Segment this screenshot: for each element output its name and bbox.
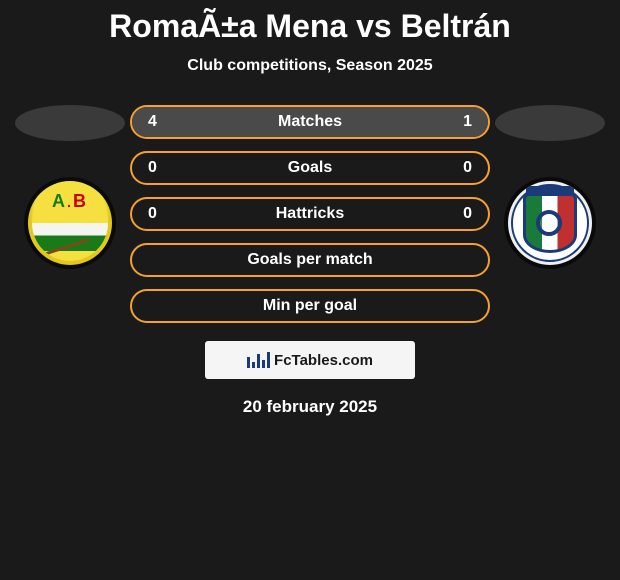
player-photo-placeholder-right	[495, 105, 605, 141]
club-badge-left-letter-a: A	[52, 191, 67, 211]
brand-bar	[257, 354, 260, 368]
club-badge-right-stars: ★ ★ ★	[513, 177, 587, 183]
brand-text: FcTables.com	[274, 352, 373, 369]
stat-value-left: 0	[148, 159, 157, 177]
brand-bar	[252, 362, 255, 368]
right-column: ★ ★ ★	[490, 105, 610, 269]
left-column: A.B	[10, 105, 130, 269]
club-badge-right-shield	[523, 193, 577, 253]
stat-value-right: 0	[463, 159, 472, 177]
club-badge-left-letter-b: B	[73, 191, 88, 211]
brand-bars-icon	[247, 352, 270, 368]
player-photo-placeholder-left	[15, 105, 125, 141]
stat-row: 4 Matches 1	[130, 105, 490, 139]
club-badge-left-inner: A.B	[32, 185, 108, 261]
subtitle: Club competitions, Season 2025	[0, 57, 620, 75]
stat-row: 0 Goals 0	[130, 151, 490, 185]
stat-label: Hattricks	[276, 205, 344, 223]
club-badge-left[interactable]: A.B	[24, 177, 116, 269]
stat-label: Goals	[288, 159, 332, 177]
comparison-card: RomaÃ±a Mena vs Beltrán Club competition…	[0, 0, 620, 580]
stat-label: Matches	[278, 113, 342, 131]
page-title: RomaÃ±a Mena vs Beltrán	[0, 8, 620, 45]
brand-bar	[247, 357, 250, 368]
stat-row: 0 Hattricks 0	[130, 197, 490, 231]
brand-bar	[267, 352, 270, 368]
stat-value-right: 1	[463, 113, 472, 131]
club-badge-right-ring	[536, 210, 562, 236]
stat-label: Goals per match	[247, 251, 372, 269]
stat-value-left: 4	[148, 113, 157, 131]
brand-footer[interactable]: FcTables.com	[205, 341, 415, 379]
stat-row: Min per goal	[130, 289, 490, 323]
brand-footer-inner: FcTables.com	[247, 352, 373, 369]
stat-value-left: 0	[148, 205, 157, 223]
brand-bar	[262, 360, 265, 368]
club-badge-right-inner: ★ ★ ★	[511, 184, 589, 262]
content-area: A.B 4 Matches 1 0 Goals 0 0 Hattricks 0 Goals per…	[0, 105, 620, 323]
stat-fill-right	[417, 107, 488, 137]
club-badge-right[interactable]: ★ ★ ★	[504, 177, 596, 269]
stats-column: 4 Matches 1 0 Goals 0 0 Hattricks 0 Goals per mat…	[130, 105, 490, 323]
stat-row: Goals per match	[130, 243, 490, 277]
date-line: 20 february 2025	[0, 397, 620, 417]
club-badge-left-letters: A.B	[52, 191, 88, 212]
stat-value-right: 0	[463, 205, 472, 223]
stat-fill-left	[132, 107, 417, 137]
stat-label: Min per goal	[263, 297, 357, 315]
